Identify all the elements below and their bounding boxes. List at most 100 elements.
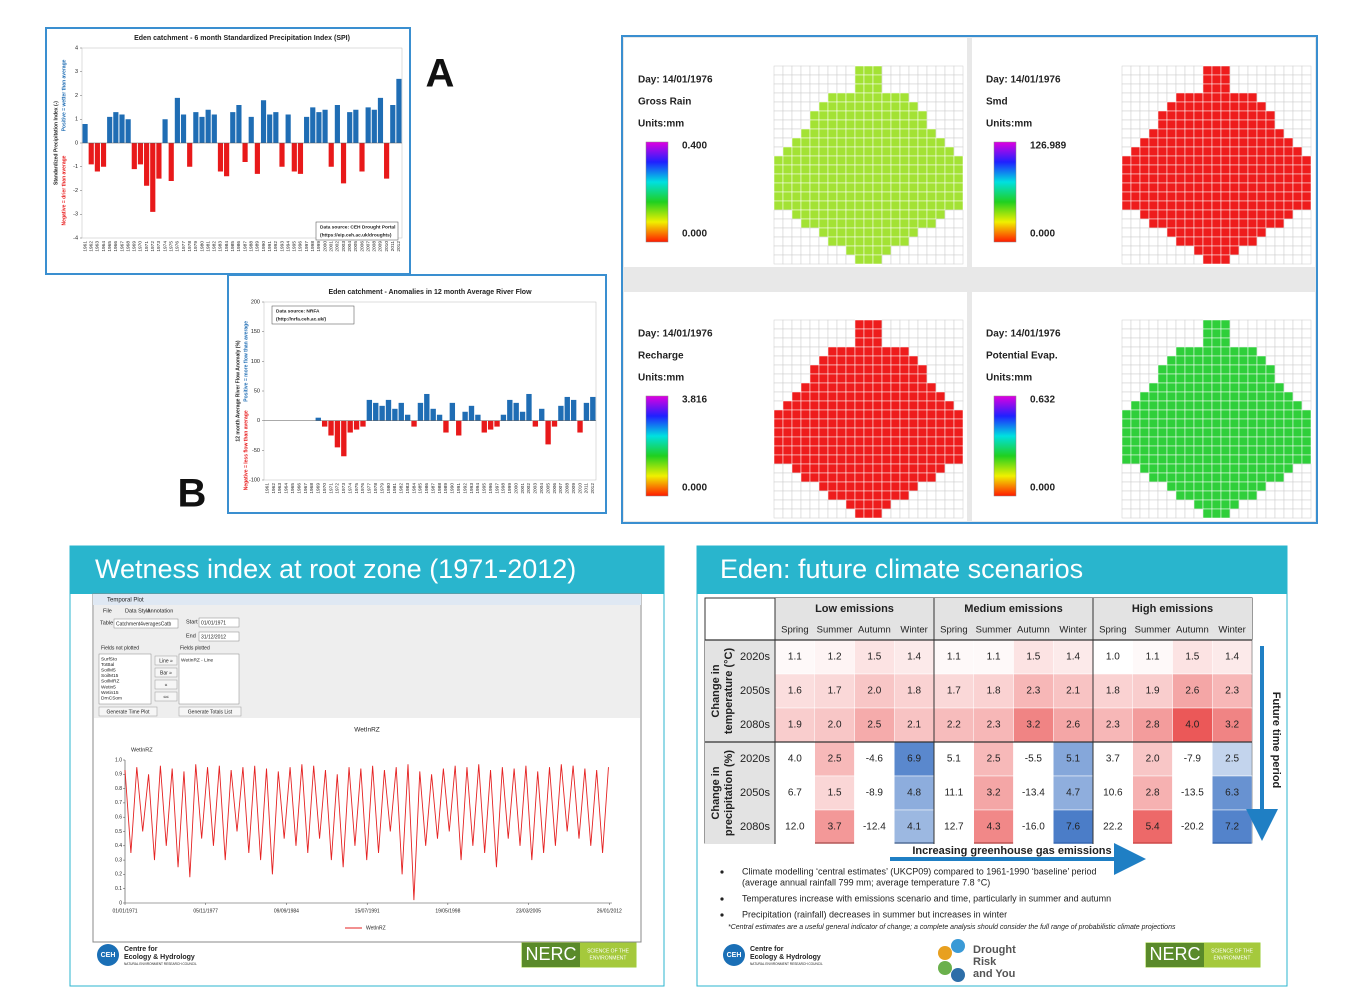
map-cell — [1184, 92, 1195, 103]
map-cell — [1175, 209, 1186, 220]
map-cell — [899, 218, 910, 229]
map-cell — [881, 364, 892, 375]
table-value: 1.5 — [1185, 652, 1199, 663]
menu-item[interactable]: File — [103, 608, 112, 614]
button-label[interactable]: Line » — [159, 658, 173, 664]
button-label[interactable]: Generate Time Plot — [106, 709, 150, 715]
map-cell — [917, 454, 928, 465]
date-input[interactable] — [198, 617, 240, 628]
field-item[interactable]: Wetin5 — [101, 684, 116, 690]
row-period: 2020s — [740, 753, 770, 765]
map-cell — [1121, 146, 1132, 157]
map-cell — [1283, 364, 1294, 375]
map-cell — [1148, 101, 1159, 112]
button[interactable] — [98, 706, 158, 717]
field-item[interactable]: TotBal — [101, 662, 114, 668]
map-cell — [1301, 92, 1312, 103]
field-item[interactable]: SurfSto — [101, 656, 117, 662]
map-cell — [953, 454, 964, 465]
map-cell — [1256, 92, 1267, 103]
button[interactable] — [154, 655, 178, 666]
map-cell — [1148, 499, 1159, 510]
bar — [273, 112, 279, 143]
map-cell — [899, 182, 910, 193]
drought-logo-text: Risk — [973, 956, 997, 968]
map-cell — [953, 346, 964, 357]
map-cell — [791, 65, 802, 76]
table-cell — [1172, 809, 1213, 845]
field-item[interactable]: DrnCSom — [101, 695, 122, 701]
map-cell — [1193, 146, 1204, 157]
map-cell — [935, 418, 946, 429]
map-cell — [1238, 400, 1249, 411]
map-cell — [809, 164, 820, 175]
field-item[interactable]: SoilM5 — [101, 667, 116, 673]
y-tick-label: 2 — [75, 93, 78, 99]
map-cell — [926, 373, 937, 384]
button-label[interactable]: Generate Totals List — [188, 709, 233, 715]
map-cell — [773, 364, 784, 375]
map-cell — [908, 254, 919, 265]
button-label[interactable]: «« — [163, 694, 169, 700]
map-cell — [773, 83, 784, 94]
map-variable: Gross Rain — [638, 97, 691, 108]
map-cell — [1184, 83, 1195, 94]
button[interactable] — [178, 706, 242, 717]
map-cell — [863, 227, 874, 238]
map-cell — [890, 481, 901, 492]
map-cell — [917, 400, 928, 411]
map-cell — [1202, 74, 1213, 85]
button[interactable] — [154, 679, 178, 690]
map-cell — [899, 110, 910, 121]
map-cell — [1265, 382, 1276, 393]
map-cell — [890, 65, 901, 76]
button-label[interactable]: « — [165, 682, 168, 688]
button-label[interactable]: Bar » — [160, 670, 172, 676]
dropdown[interactable] — [113, 618, 179, 629]
map-cell — [1193, 119, 1204, 130]
ceh-name: Centre for — [750, 946, 784, 953]
x-tick-label: 2011 — [584, 483, 590, 494]
button[interactable] — [154, 691, 178, 702]
map-cell — [1202, 182, 1213, 193]
map-cell — [953, 146, 964, 157]
map-cell — [863, 182, 874, 193]
menu-item[interactable]: Data Style — [125, 608, 150, 614]
field-item[interactable]: Wetin15 — [101, 690, 119, 696]
listbox[interactable] — [98, 653, 152, 705]
map-cell — [818, 409, 829, 420]
bar — [150, 143, 156, 212]
map-cell — [1301, 65, 1312, 76]
field-item[interactable]: WetInRZ - Line — [181, 657, 214, 663]
menu-item[interactable]: Annotation — [147, 608, 173, 614]
map-cell — [944, 74, 955, 85]
map-cell — [1157, 119, 1168, 130]
field-item[interactable]: SoilMRZ — [101, 679, 119, 685]
map-cell — [827, 427, 838, 438]
bar — [424, 393, 430, 421]
map-cell — [1211, 245, 1222, 256]
map-cell — [773, 373, 784, 384]
map-cell — [935, 337, 946, 348]
map-cell — [1265, 83, 1276, 94]
map-cell — [890, 245, 901, 256]
map-cell — [1166, 137, 1177, 148]
table-value: 4.0 — [1185, 720, 1199, 731]
map-cell — [944, 418, 955, 429]
map-cell — [1175, 128, 1186, 139]
map-cell — [944, 209, 955, 220]
map-cell — [872, 481, 883, 492]
map-cell — [836, 355, 847, 366]
map-cell — [809, 364, 820, 375]
map-cell — [1175, 364, 1186, 375]
field-item[interactable]: SoilM15 — [101, 673, 119, 679]
map-cell — [953, 319, 964, 330]
table-value: 1.5 — [828, 788, 842, 799]
date-input[interactable] — [198, 631, 240, 642]
map-cell — [1292, 463, 1303, 474]
listbox[interactable] — [178, 653, 240, 705]
map-cell — [836, 119, 847, 130]
chart-title: WetInRZ — [354, 727, 380, 734]
map-cell — [1157, 463, 1168, 474]
button[interactable] — [154, 667, 178, 678]
